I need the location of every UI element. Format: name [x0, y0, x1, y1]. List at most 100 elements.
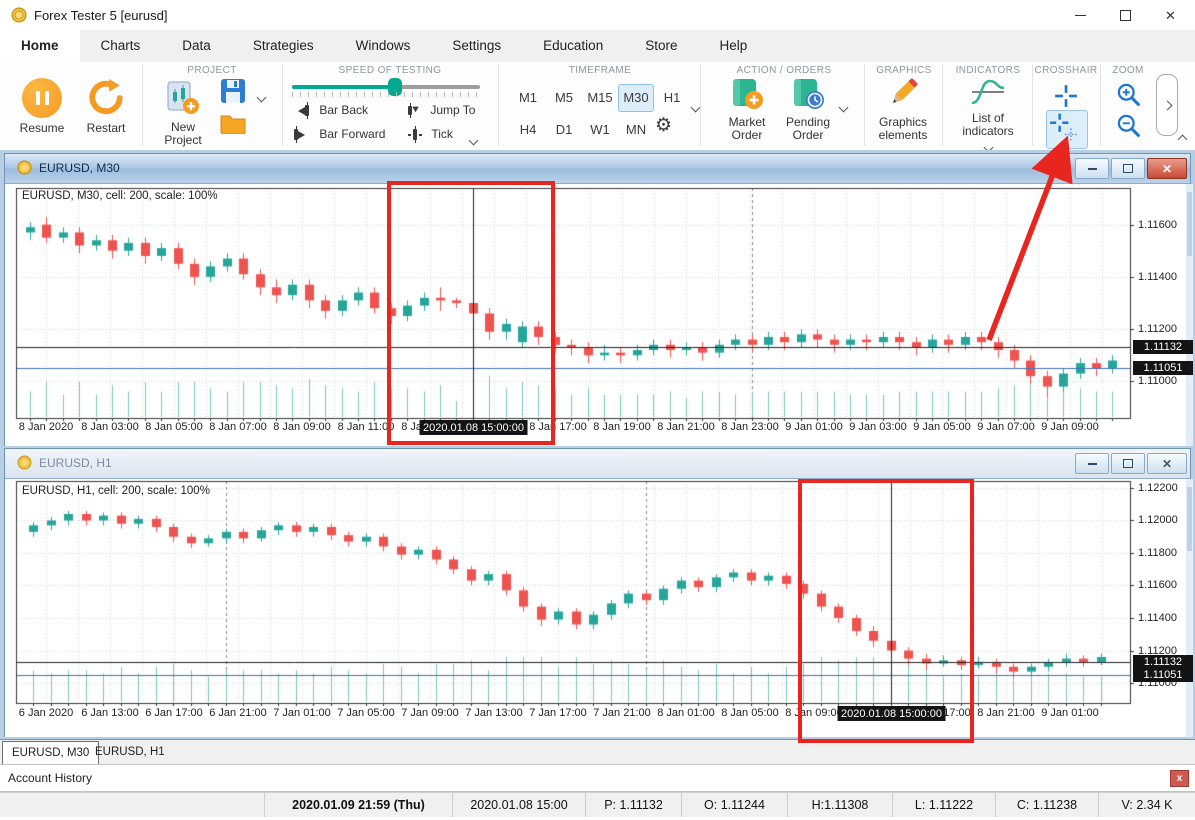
restart-label: Restart — [86, 121, 126, 135]
price-chart-canvas-h1[interactable] — [5, 479, 1190, 737]
menu-item-store[interactable]: Store — [645, 38, 678, 53]
timeframe-more-chevron[interactable] — [690, 98, 701, 116]
price-axis-label: 1.11200 — [1138, 644, 1177, 657]
menu-item-strategies[interactable]: Strategies — [252, 38, 314, 53]
timeframe-button-d1[interactable]: D1 — [555, 122, 573, 137]
status-cell-5: H:1.11308 — [787, 793, 892, 817]
section-label-zoom: ZOOM — [1112, 65, 1144, 76]
bar-back-button[interactable]: Bar Back — [294, 102, 368, 120]
new-project-button[interactable]: New Project — [152, 80, 214, 147]
timeframe-button-m5[interactable]: M5 — [554, 90, 574, 105]
chart-restore-button[interactable] — [1111, 453, 1145, 474]
timeframe-button-m30[interactable]: M30 — [618, 84, 654, 112]
timeframe-button-w1[interactable]: W1 — [590, 122, 610, 137]
time-axis-label: 8 Jan 07:00 — [209, 421, 267, 433]
time-axis-label: 7 Jan 17:00 — [529, 707, 587, 719]
status-cell-1: 2020.01.09 21:59 (Thu) — [264, 793, 452, 817]
account-history-label: Account History — [8, 771, 93, 785]
chart-minimize-button[interactable] — [1075, 453, 1109, 474]
menu-item-charts[interactable]: Charts — [100, 38, 141, 53]
chart-titlebar-m30[interactable]: EURUSD, M30 ✕ — [5, 154, 1190, 184]
timeframe-button-mn[interactable]: MN — [625, 122, 647, 137]
time-axis-label: 9 Jan 05:00 — [913, 421, 971, 433]
menu-item-windows[interactable]: Windows — [355, 38, 411, 53]
tab-eurusd-h1[interactable]: EURUSD, H1 — [95, 746, 165, 758]
time-axis-label: 8 Jan 05:00 — [721, 707, 779, 719]
time-axis-label: 7 Jan 09:00 — [401, 707, 459, 719]
bar-forward-button[interactable]: Bar Forward — [294, 126, 385, 144]
app-logo-icon — [11, 7, 27, 23]
time-axis-label: 9 Jan 07:00 — [977, 421, 1035, 433]
section-label-project: PROJECT — [187, 65, 237, 76]
time-axis-label: 8 Jan 09:00 — [785, 707, 843, 719]
restart-button[interactable]: Restart — [78, 79, 134, 135]
list-of-indicators-button[interactable]: List of indicators — [956, 77, 1020, 156]
graphics-elements-button[interactable]: Graphics elements — [872, 75, 934, 160]
tick-options-chevron[interactable] — [468, 131, 479, 149]
ribbon-collapse-button[interactable] — [1177, 130, 1188, 148]
chart-coin-icon — [17, 455, 32, 470]
jump-to-button[interactable]: Jump To — [408, 103, 475, 119]
chart-minimize-button[interactable] — [1075, 158, 1109, 179]
chart-vertical-scrollbar[interactable] — [1186, 184, 1193, 446]
time-axis-label: 8 Jan 03:00 — [81, 421, 139, 433]
crosshair-button[interactable] — [1052, 82, 1080, 115]
chart-vertical-scrollbar[interactable] — [1186, 479, 1193, 737]
crosshair-price-label: 1.11132 — [1133, 339, 1193, 354]
bar-back-icon — [294, 106, 305, 115]
close-button[interactable]: ✕ — [1165, 7, 1176, 23]
chart-area-m30[interactable]: EURUSD, M30, cell: 200, scale: 100% 1.11… — [5, 184, 1193, 446]
tab-eurusd-m30[interactable]: EURUSD, M30 — [2, 741, 100, 764]
speed-slider-thumb[interactable] — [388, 78, 402, 96]
chart-close-button[interactable]: ✕ — [1147, 158, 1187, 179]
section-label-crosshair: CROSSHAIR — [1034, 65, 1098, 76]
save-project-button[interactable] — [220, 78, 246, 109]
chevron-right-icon — [1162, 100, 1172, 110]
section-label-graphics: GRAPHICS — [876, 65, 932, 76]
menu-item-education[interactable]: Education — [543, 38, 604, 53]
menu-item-help[interactable]: Help — [719, 38, 748, 53]
pending-order-button[interactable]: Pending Order — [782, 77, 834, 142]
menu-item-data[interactable]: Data — [182, 38, 211, 53]
chart-title-m30: EURUSD, M30 — [39, 161, 120, 175]
price-axis-label: 1.11400 — [1138, 270, 1177, 283]
open-project-button[interactable] — [220, 112, 246, 139]
status-cell-4: O: 1.11244 — [681, 793, 787, 817]
price-axis-label: 1.11800 — [1138, 546, 1177, 559]
zoom-in-button[interactable] — [1115, 81, 1141, 112]
chevron-down-icon — [256, 92, 267, 103]
minimize-button[interactable] — [1058, 0, 1103, 30]
zoom-out-button[interactable] — [1115, 112, 1141, 143]
time-axis-label: 8 Jan 17:00 — [529, 421, 587, 433]
timeframe-button-h4[interactable]: H4 — [519, 122, 537, 137]
menu-bar: Home Charts Data Strategies Windows Settings E… — [0, 30, 1195, 62]
price-axis-label: 1.11600 — [1138, 579, 1177, 592]
chart-restore-button[interactable] — [1111, 158, 1145, 179]
tick-button[interactable]: Tick — [408, 126, 453, 144]
resume-button[interactable]: Resume — [18, 78, 66, 135]
timeframe-settings-gear-icon[interactable]: ⚙ — [655, 115, 673, 136]
timeframe-button-h1[interactable]: H1 — [663, 90, 681, 105]
orders-more-chevron[interactable] — [838, 98, 849, 116]
maximize-button[interactable] — [1103, 0, 1148, 30]
speed-slider-fill — [292, 85, 395, 89]
time-axis-label: 6 Jan 21:00 — [209, 707, 267, 719]
chart-area-h1[interactable]: EURUSD, H1, cell: 200, scale: 100% 1.122… — [5, 479, 1193, 737]
save-options-chevron[interactable] — [256, 88, 267, 106]
timeframe-button-m15[interactable]: M15 — [587, 90, 613, 105]
price-axis-label: 1.12200 — [1138, 481, 1178, 494]
section-label-indicators: INDICATORS — [955, 65, 1021, 76]
account-history-panel[interactable]: Account History x — [0, 764, 1195, 792]
chart-close-button[interactable]: ✕ — [1147, 453, 1187, 474]
market-order-button[interactable]: Market Order — [722, 77, 772, 142]
timeframe-button-m1[interactable]: M1 — [518, 90, 538, 105]
menu-item-settings[interactable]: Settings — [452, 38, 502, 53]
menu-item-home[interactable]: Home — [0, 30, 80, 62]
account-history-close-button[interactable]: x — [1170, 770, 1189, 787]
chart-titlebar-h1[interactable]: EURUSD, H1 ✕ — [5, 449, 1190, 479]
ribbon-expand-button[interactable] — [1156, 74, 1178, 136]
sync-crosshair-button[interactable] — [1046, 110, 1088, 149]
price-chart-canvas-m30[interactable] — [5, 184, 1190, 446]
bar-forward-icon — [294, 126, 298, 144]
